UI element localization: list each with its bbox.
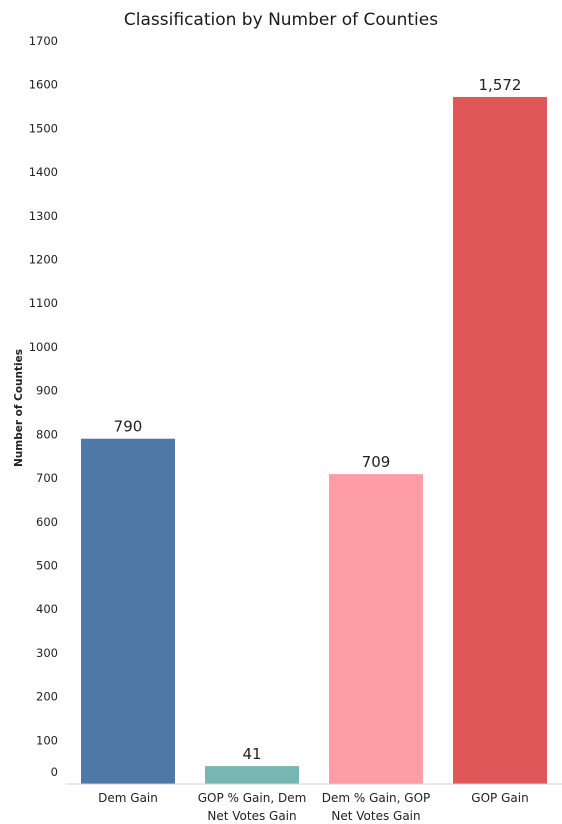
data-label: 709	[362, 453, 391, 471]
y-tick-label: 300	[36, 646, 58, 660]
data-label: 41	[242, 745, 261, 763]
bars	[81, 96, 547, 784]
y-tick-label: 600	[36, 515, 58, 529]
y-tick-label: 1000	[29, 340, 58, 354]
y-tick-label: 1100	[29, 296, 58, 310]
data-label: 790	[114, 418, 143, 436]
chart-title: Classification by Number of Counties	[123, 10, 439, 30]
category-label: Dem Gain	[98, 791, 158, 805]
y-tick-label: 800	[36, 427, 58, 441]
y-axis-ticks: 0 100 200 300 400 500 600 700 800 900 1000 1100 1200…	[29, 34, 58, 779]
category-labels: Dem Gain GOP % Gain, Dem Net Votes Gain Dem…	[98, 791, 529, 823]
y-tick-label: 900	[36, 384, 58, 398]
category-label: GOP % Gain, Dem	[198, 791, 307, 805]
y-tick-label: 500	[36, 558, 58, 572]
bar	[329, 474, 423, 784]
category-label: GOP Gain	[471, 791, 528, 805]
category-label: Net Votes Gain	[331, 809, 420, 823]
y-tick-label: 1200	[29, 253, 58, 267]
y-tick-label: 1600	[29, 78, 58, 92]
bar	[453, 96, 547, 784]
y-tick-label: 1700	[29, 34, 58, 48]
data-labels: 790 41 709 1,572	[114, 76, 522, 763]
y-tick-label: 0	[51, 765, 58, 779]
data-label: 1,572	[479, 76, 522, 94]
category-label: Dem % Gain, GOP	[322, 791, 431, 805]
bar	[81, 438, 175, 784]
category-label: Net Votes Gain	[207, 809, 296, 823]
bar	[205, 766, 299, 784]
y-tick-label: 100	[36, 733, 58, 747]
y-tick-label: 200	[36, 690, 58, 704]
y-tick-label: 1300	[29, 209, 58, 223]
y-tick-label: 400	[36, 602, 58, 616]
y-tick-label: 1400	[29, 165, 58, 179]
y-tick-label: 700	[36, 471, 58, 485]
y-tick-label: 1500	[29, 121, 58, 135]
